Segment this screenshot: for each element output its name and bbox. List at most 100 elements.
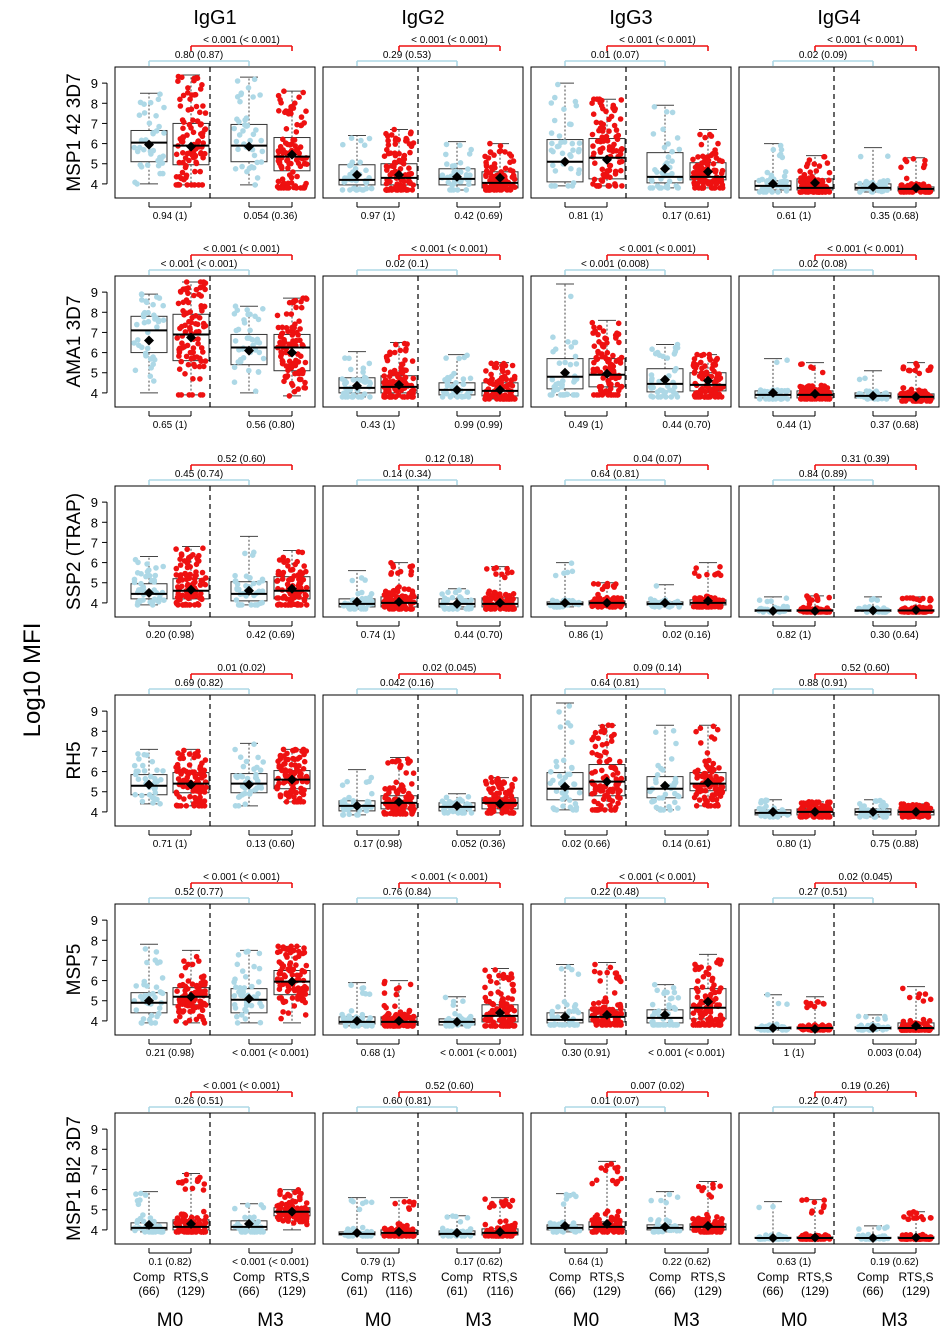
panel-igg4: 0.31 (0.39) 0.84 (0.89) 0.82 (1) 0.30 (0.64… (738, 454, 940, 641)
data-point (285, 165, 291, 171)
p-value-comp-m0-vs-m3: 0.84 (0.89) (799, 469, 847, 480)
data-point (274, 595, 280, 601)
data-point (296, 768, 303, 775)
data-point (157, 801, 163, 807)
data-point (648, 372, 655, 378)
data-point (202, 286, 208, 293)
data-point (406, 165, 412, 171)
box-comp-m0 (546, 560, 584, 610)
data-point (488, 360, 495, 367)
data-point (275, 758, 281, 765)
data-point (197, 168, 203, 175)
data-point (857, 189, 863, 195)
data-point (243, 758, 250, 765)
data-point (359, 187, 366, 193)
data-point (361, 391, 368, 397)
data-point (246, 575, 253, 581)
data-point (277, 793, 284, 800)
data-point (177, 562, 184, 568)
data-point (131, 576, 138, 583)
data-point (805, 189, 811, 195)
data-point (144, 162, 151, 168)
box-rtss-m3 (897, 156, 935, 195)
data-point (246, 791, 253, 797)
data-point (576, 140, 583, 146)
data-point (591, 176, 598, 183)
data-point (863, 178, 870, 185)
data-point (650, 798, 656, 804)
data-point (775, 189, 781, 195)
data-point (565, 339, 571, 345)
data-point (151, 378, 157, 384)
data-point (903, 175, 910, 182)
data-point (611, 731, 617, 738)
data-point (660, 807, 667, 813)
data-point (801, 172, 807, 179)
data-point (552, 94, 558, 101)
data-point (618, 158, 625, 165)
data-point (149, 602, 156, 608)
data-point (821, 154, 827, 160)
data-point (468, 810, 475, 816)
data-point (277, 752, 284, 759)
data-point (184, 546, 190, 553)
data-point (403, 770, 410, 776)
data-point (594, 356, 600, 363)
data-point (593, 183, 600, 189)
p-value-comp-m0-vs-m3: < 0.001 (< 0.001) (161, 259, 238, 270)
data-point (234, 116, 240, 122)
data-point (256, 349, 263, 356)
data-point (691, 362, 698, 368)
data-point (548, 100, 555, 106)
data-point (381, 373, 388, 379)
data-point (192, 363, 198, 370)
box-comp-m0 (754, 142, 792, 195)
p-value-m3-comp-vs-rtss: 0.37 (0.68) (870, 420, 918, 431)
data-point (251, 766, 257, 772)
data-point (510, 591, 517, 597)
data-point (202, 150, 208, 157)
data-point (384, 595, 391, 602)
data-point (197, 376, 203, 382)
data-point (153, 113, 159, 119)
data-point (509, 784, 515, 791)
data-point (806, 157, 813, 163)
data-point (139, 798, 146, 805)
data-point (803, 163, 810, 170)
data-point (237, 98, 243, 105)
data-point (288, 576, 295, 582)
data-point (355, 590, 361, 597)
data-point (482, 396, 488, 402)
data-point (298, 376, 304, 383)
data-point (248, 602, 254, 608)
data-point (497, 143, 504, 149)
data-point (146, 567, 152, 573)
data-point (466, 181, 472, 187)
data-point (781, 173, 788, 180)
data-point (405, 586, 412, 593)
data-point (559, 150, 566, 157)
data-point (705, 157, 712, 164)
data-point (800, 181, 806, 188)
mean-marker (394, 169, 404, 180)
data-point (382, 394, 388, 400)
data-point (599, 742, 606, 748)
box-comp-m3 (438, 352, 476, 400)
data-point (366, 135, 373, 142)
data-point (136, 112, 143, 118)
data-point (712, 394, 718, 400)
data-point (670, 389, 677, 395)
data-point (388, 605, 395, 611)
data-point (284, 557, 291, 564)
data-point (368, 185, 375, 192)
point-cloud (647, 341, 681, 400)
data-point (882, 180, 888, 186)
data-point (260, 355, 267, 362)
data-point (181, 344, 188, 350)
data-point (153, 796, 160, 803)
data-point (797, 168, 803, 174)
data-point (292, 100, 298, 106)
mean-marker (186, 332, 196, 343)
data-point (922, 157, 928, 164)
data-point (597, 758, 603, 765)
